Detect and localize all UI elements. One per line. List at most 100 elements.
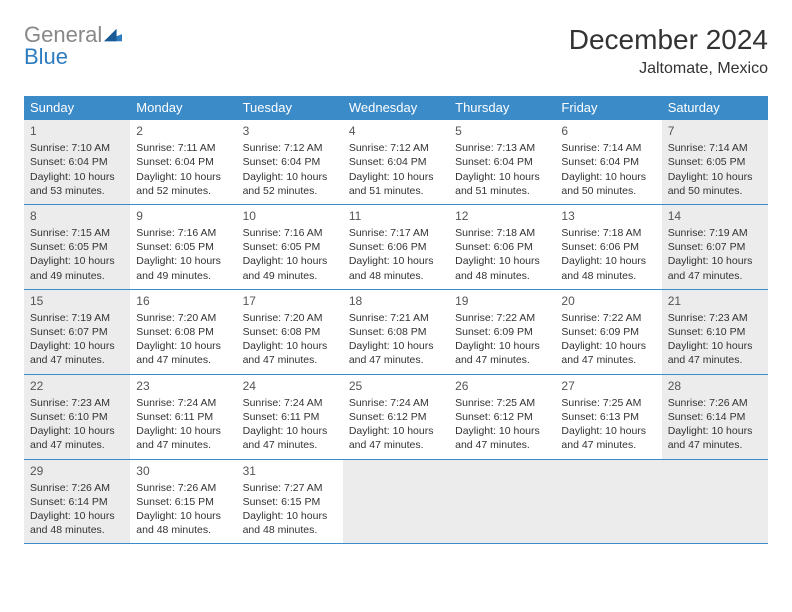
day-cell: 9Sunrise: 7:16 AMSunset: 6:05 PMDaylight…: [130, 204, 236, 289]
day-number: 8: [30, 208, 124, 224]
day-day: Daylight: 10 hours and 49 minutes.: [30, 254, 124, 282]
day-header: Saturday: [662, 96, 768, 120]
day-number: 1: [30, 123, 124, 139]
day-sunset: Sunset: 6:11 PM: [136, 410, 230, 424]
day-number: 24: [243, 378, 337, 394]
day-cell: 26Sunrise: 7:25 AMSunset: 6:12 PMDayligh…: [449, 374, 555, 459]
day-sunset: Sunset: 6:08 PM: [243, 325, 337, 339]
day-sunset: Sunset: 6:07 PM: [30, 325, 124, 339]
day-number: 15: [30, 293, 124, 309]
day-cell: 17Sunrise: 7:20 AMSunset: 6:08 PMDayligh…: [237, 289, 343, 374]
day-sunrise: Sunrise: 7:13 AM: [455, 141, 549, 155]
day-sunset: Sunset: 6:05 PM: [668, 155, 762, 169]
day-sunset: Sunset: 6:09 PM: [455, 325, 549, 339]
day-number: 20: [561, 293, 655, 309]
day-header: Sunday: [24, 96, 130, 120]
day-sunrise: Sunrise: 7:16 AM: [243, 226, 337, 240]
brand-logo-text: General Blue: [24, 24, 122, 68]
day-cell: 15Sunrise: 7:19 AMSunset: 6:07 PMDayligh…: [24, 289, 130, 374]
month-title: December 2024: [569, 24, 768, 56]
day-sunrise: Sunrise: 7:20 AM: [243, 311, 337, 325]
day-day: Daylight: 10 hours and 51 minutes.: [349, 170, 443, 198]
day-sunrise: Sunrise: 7:14 AM: [561, 141, 655, 155]
day-number: 31: [243, 463, 337, 479]
day-day: Daylight: 10 hours and 48 minutes.: [243, 509, 337, 537]
day-sunrise: Sunrise: 7:23 AM: [30, 396, 124, 410]
day-sunset: Sunset: 6:13 PM: [561, 410, 655, 424]
day-day: Daylight: 10 hours and 47 minutes.: [668, 339, 762, 367]
day-day: Daylight: 10 hours and 50 minutes.: [561, 170, 655, 198]
day-sunset: Sunset: 6:10 PM: [668, 325, 762, 339]
day-sunset: Sunset: 6:12 PM: [349, 410, 443, 424]
day-day: Daylight: 10 hours and 48 minutes.: [455, 254, 549, 282]
day-sunset: Sunset: 6:06 PM: [561, 240, 655, 254]
day-number: 26: [455, 378, 549, 394]
day-number: 28: [668, 378, 762, 394]
day-cell: 31 Sunrise: 7:27 AMSunset: 6:15 PMDayligh…: [237, 459, 343, 544]
day-sunset: Sunset: 6:05 PM: [136, 240, 230, 254]
day-day: Daylight: 10 hours and 47 minutes.: [561, 424, 655, 452]
day-sunset: Sunset: 6:04 PM: [349, 155, 443, 169]
calendar-row: 15Sunrise: 7:19 AMSunset: 6:07 PMDayligh…: [24, 289, 768, 374]
day-number: 17: [243, 293, 337, 309]
day-sunrise: Sunrise: 7:17 AM: [349, 226, 443, 240]
day-sunrise: Sunrise: 7:27 AM: [243, 481, 337, 495]
day-sunrise: Sunrise: 7:22 AM: [455, 311, 549, 325]
day-day: Daylight: 10 hours and 47 minutes.: [30, 339, 124, 367]
day-sunrise: Sunrise: 7:18 AM: [561, 226, 655, 240]
day-number: 13: [561, 208, 655, 224]
day-number: 4: [349, 123, 443, 139]
day-number: 9: [136, 208, 230, 224]
day-sunrise: Sunrise: 7:25 AM: [561, 396, 655, 410]
day-sunset: Sunset: 6:05 PM: [243, 240, 337, 254]
day-day: Daylight: 10 hours and 47 minutes.: [136, 339, 230, 367]
day-day: Daylight: 10 hours and 47 minutes.: [243, 424, 337, 452]
day-cell: 6Sunrise: 7:14 AMSunset: 6:04 PMDaylight…: [555, 120, 661, 205]
day-cell: 12Sunrise: 7:18 AMSunset: 6:06 PMDayligh…: [449, 204, 555, 289]
day-sunset: Sunset: 6:11 PM: [243, 410, 337, 424]
day-sunset: Sunset: 6:08 PM: [349, 325, 443, 339]
day-sunset: Sunset: 6:06 PM: [455, 240, 549, 254]
day-number: 30: [136, 463, 230, 479]
day-cell: 13Sunrise: 7:18 AMSunset: 6:06 PMDayligh…: [555, 204, 661, 289]
day-cell: 14Sunrise: 7:19 AMSunset: 6:07 PMDayligh…: [662, 204, 768, 289]
day-cell: 2Sunrise: 7:11 AMSunset: 6:04 PMDaylight…: [130, 120, 236, 205]
day-day: Daylight: 10 hours and 48 minutes.: [136, 509, 230, 537]
day-number: 12: [455, 208, 549, 224]
brand-blue: Blue: [24, 44, 68, 69]
day-cell: 24Sunrise: 7:24 AMSunset: 6:11 PMDayligh…: [237, 374, 343, 459]
day-cell: 20Sunrise: 7:22 AMSunset: 6:09 PMDayligh…: [555, 289, 661, 374]
day-day: Daylight: 10 hours and 47 minutes.: [30, 424, 124, 452]
day-sunrise: Sunrise: 7:10 AM: [30, 141, 124, 155]
day-day: Daylight: 10 hours and 49 minutes.: [243, 254, 337, 282]
day-sunset: Sunset: 6:12 PM: [455, 410, 549, 424]
day-day: Daylight: 10 hours and 47 minutes.: [455, 339, 549, 367]
day-sunset: Sunset: 6:08 PM: [136, 325, 230, 339]
day-sunrise: Sunrise: 7:26 AM: [136, 481, 230, 495]
day-sunrise: Sunrise: 7:12 AM: [349, 141, 443, 155]
calendar-row: 1Sunrise: 7:10 AMSunset: 6:04 PMDaylight…: [24, 120, 768, 205]
day-sunset: Sunset: 6:07 PM: [668, 240, 762, 254]
day-sunrise: Sunrise: 7:14 AM: [668, 141, 762, 155]
day-number: 21: [668, 293, 762, 309]
day-sunset: Sunset: 6:04 PM: [455, 155, 549, 169]
day-sunset: Sunset: 6:15 PM: [136, 495, 230, 509]
day-cell: 29Sunrise: 7:26 AMSunset: 6:14 PMDayligh…: [24, 459, 130, 544]
day-day: Daylight: 10 hours and 47 minutes.: [668, 424, 762, 452]
day-cell: 1Sunrise: 7:10 AMSunset: 6:04 PMDaylight…: [24, 120, 130, 205]
day-sunset: Sunset: 6:09 PM: [561, 325, 655, 339]
day-day: Daylight: 10 hours and 47 minutes.: [561, 339, 655, 367]
day-cell: 25Sunrise: 7:24 AMSunset: 6:12 PMDayligh…: [343, 374, 449, 459]
day-day: Daylight: 10 hours and 52 minutes.: [243, 170, 337, 198]
day-cell: 22Sunrise: 7:23 AMSunset: 6:10 PMDayligh…: [24, 374, 130, 459]
day-sunrise: Sunrise: 7:15 AM: [30, 226, 124, 240]
day-cell: 19 Sunrise: 7:22 AMSunset: 6:09 PMDayligh…: [449, 289, 555, 374]
day-day: Daylight: 10 hours and 48 minutes.: [349, 254, 443, 282]
calendar-row: 22Sunrise: 7:23 AMSunset: 6:10 PMDayligh…: [24, 374, 768, 459]
day-sunset: Sunset: 6:15 PM: [243, 495, 337, 509]
day-cell: 27Sunrise: 7:25 AMSunset: 6:13 PMDayligh…: [555, 374, 661, 459]
day-number: 19: [455, 293, 549, 309]
calendar-row: 8Sunrise: 7:15 AMSunset: 6:05 PMDaylight…: [24, 204, 768, 289]
day-day: Daylight: 10 hours and 47 minutes.: [455, 424, 549, 452]
day-sunrise: Sunrise: 7:20 AM: [136, 311, 230, 325]
